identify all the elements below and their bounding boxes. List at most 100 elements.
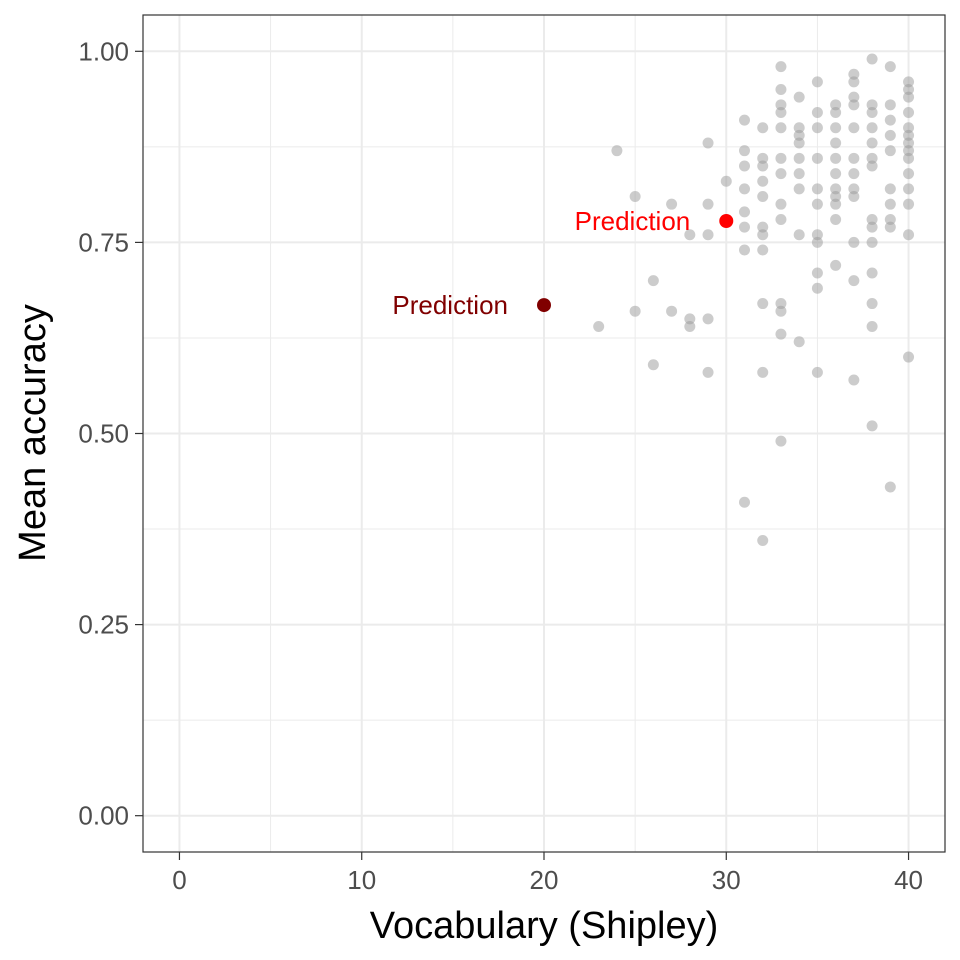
scatter-point xyxy=(793,129,805,141)
x-tick-label: 30 xyxy=(712,865,741,895)
grid xyxy=(143,15,945,852)
scatter-point xyxy=(793,229,805,241)
scatter-point xyxy=(775,168,787,180)
scatter-point xyxy=(775,298,787,310)
scatter-point xyxy=(720,175,732,187)
scatter-point xyxy=(647,275,659,287)
annotations: Prediction Prediction xyxy=(392,206,734,320)
scatter-point xyxy=(793,168,805,180)
scatter-point xyxy=(830,183,842,195)
scatter-point xyxy=(739,244,750,256)
scatter-point xyxy=(848,374,860,386)
scatter-point xyxy=(866,160,878,172)
y-tick-label: 0.75 xyxy=(78,227,129,257)
scatter-point xyxy=(903,351,915,363)
scatter-point xyxy=(702,198,714,210)
scatter-point xyxy=(884,213,896,225)
scatter-point xyxy=(866,267,878,279)
scatter-point xyxy=(811,236,823,248)
scatter-point xyxy=(793,336,805,348)
scatter-point xyxy=(830,137,842,149)
prediction-label: Prediction xyxy=(392,290,508,320)
scatter-point xyxy=(739,160,750,172)
scatter-point xyxy=(830,122,842,134)
scatter-point xyxy=(848,168,860,180)
scatter-point xyxy=(848,91,860,103)
y-tick-label: 0.50 xyxy=(78,419,129,449)
scatter-point xyxy=(866,213,878,225)
scatter-point xyxy=(811,152,823,164)
scatter-point xyxy=(903,145,915,157)
scatter-point xyxy=(684,320,696,332)
scatter-point xyxy=(866,298,878,310)
scatter-point xyxy=(793,91,805,103)
scatter-point xyxy=(684,313,696,325)
scatter-point xyxy=(757,122,769,134)
scatter-point xyxy=(903,106,915,118)
scatter-point xyxy=(702,229,714,241)
x-tick-label: 0 xyxy=(172,865,186,895)
scatter-point xyxy=(739,496,750,508)
scatter-point xyxy=(775,152,787,164)
y-axis-title: Mean accuracy xyxy=(12,304,54,562)
scatter-point xyxy=(866,221,878,233)
scatter-point xyxy=(811,198,823,210)
scatter-point xyxy=(884,198,896,210)
scatter-point xyxy=(647,359,659,371)
scatter-point xyxy=(775,435,787,447)
prediction-point xyxy=(537,298,551,313)
y-tick-label: 1.00 xyxy=(78,36,129,66)
x-tick-label: 10 xyxy=(347,865,376,895)
scatter-point xyxy=(903,183,915,195)
scatter-point xyxy=(811,122,823,134)
scatter-point xyxy=(775,84,787,96)
scatter-point xyxy=(903,152,915,164)
scatter-point xyxy=(830,259,842,271)
scatter-point xyxy=(830,198,842,210)
scatter-point xyxy=(903,198,915,210)
y-tick-label: 0.00 xyxy=(78,801,129,831)
scatter-point xyxy=(848,183,860,195)
scatter-point xyxy=(757,160,769,172)
scatter-point xyxy=(775,198,787,210)
scatter-point xyxy=(757,229,769,241)
scatter-point xyxy=(611,145,623,157)
scatter-point xyxy=(811,106,823,118)
scatter-point xyxy=(775,213,787,225)
scatter-point xyxy=(757,191,769,203)
scatter-point xyxy=(830,99,842,111)
scatter-point xyxy=(757,298,769,310)
scatter-point xyxy=(866,152,878,164)
scatter-point xyxy=(903,229,915,241)
scatter-point xyxy=(775,61,787,73)
scatter-point xyxy=(866,320,878,332)
scatter-point xyxy=(884,129,896,141)
scatter-point xyxy=(848,76,860,88)
scatter-point xyxy=(903,91,915,103)
scatter-point xyxy=(775,122,787,134)
scatter-point xyxy=(793,183,805,195)
scatter-point xyxy=(866,420,878,432)
scatter-point xyxy=(830,152,842,164)
y-tick-label: 0.25 xyxy=(78,610,129,640)
scatter-point xyxy=(702,313,714,325)
scatter-point xyxy=(793,137,805,149)
scatter-point xyxy=(793,122,805,134)
scatter-point xyxy=(793,152,805,164)
scatter-point xyxy=(884,145,896,157)
scatter-point xyxy=(866,137,878,149)
scatter-point xyxy=(866,122,878,134)
scatter-point xyxy=(866,106,878,118)
scatter-point xyxy=(775,305,787,317)
scatter-point xyxy=(739,183,750,195)
scatter-point xyxy=(739,145,750,157)
scatter-point xyxy=(666,305,678,317)
scatter-point xyxy=(884,114,896,126)
prediction-label: Prediction xyxy=(575,206,691,236)
scatter-point xyxy=(903,76,915,88)
scatter-point xyxy=(884,99,896,111)
scatter-point xyxy=(848,275,860,287)
scatter-point xyxy=(684,229,696,241)
scatter-point xyxy=(775,99,787,111)
